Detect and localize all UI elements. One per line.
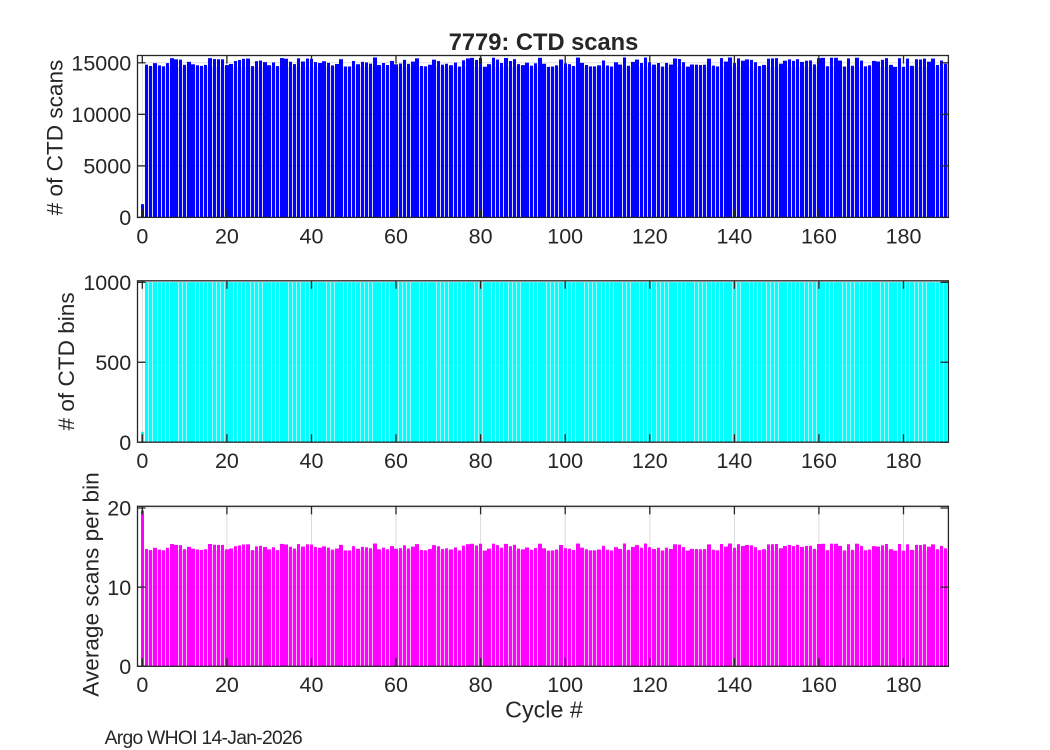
svg-text:120: 120 xyxy=(632,449,668,473)
svg-text:120: 120 xyxy=(632,673,668,697)
svg-text:80: 80 xyxy=(469,449,493,473)
svg-text:0: 0 xyxy=(119,431,131,455)
svg-text:80: 80 xyxy=(469,224,493,248)
svg-text:40: 40 xyxy=(300,673,324,697)
svg-text:140: 140 xyxy=(716,449,752,473)
svg-text:100: 100 xyxy=(547,449,583,473)
svg-text:20: 20 xyxy=(215,449,239,473)
svg-text:100: 100 xyxy=(547,673,583,697)
svg-text:10000: 10000 xyxy=(71,103,131,127)
svg-text:0: 0 xyxy=(119,655,131,679)
svg-text:# of CTD scans: # of CTD scans xyxy=(42,60,67,216)
svg-text:140: 140 xyxy=(716,224,752,248)
svg-text:15000: 15000 xyxy=(71,51,131,75)
svg-text:140: 140 xyxy=(716,673,752,697)
svg-text:0: 0 xyxy=(136,224,148,248)
svg-text:10: 10 xyxy=(107,576,131,600)
svg-text:Cycle #: Cycle # xyxy=(505,697,583,723)
svg-text:0: 0 xyxy=(136,449,148,473)
svg-text:500: 500 xyxy=(95,351,131,375)
svg-text:60: 60 xyxy=(384,673,408,697)
svg-text:60: 60 xyxy=(384,449,408,473)
svg-text:100: 100 xyxy=(547,224,583,248)
svg-text:7779: CTD scans: 7779: CTD scans xyxy=(449,30,639,56)
svg-text:180: 180 xyxy=(886,224,922,248)
svg-text:5000: 5000 xyxy=(83,155,131,179)
svg-text:40: 40 xyxy=(300,449,324,473)
svg-text:160: 160 xyxy=(801,673,837,697)
svg-text:0: 0 xyxy=(119,206,131,230)
svg-text:160: 160 xyxy=(801,449,837,473)
svg-text:# of CTD bins: # of CTD bins xyxy=(54,292,79,430)
svg-text:180: 180 xyxy=(886,673,922,697)
svg-text:1000: 1000 xyxy=(83,271,131,295)
svg-text:160: 160 xyxy=(801,224,837,248)
svg-text:120: 120 xyxy=(632,224,668,248)
svg-text:20: 20 xyxy=(107,497,131,521)
svg-text:20: 20 xyxy=(215,224,239,248)
svg-text:0: 0 xyxy=(136,673,148,697)
svg-text:40: 40 xyxy=(300,224,324,248)
svg-text:180: 180 xyxy=(886,449,922,473)
svg-text:Average scans per bin: Average scans per bin xyxy=(79,472,104,696)
svg-text:60: 60 xyxy=(384,224,408,248)
svg-text:Argo WHOI 14-Jan-2026: Argo WHOI 14-Jan-2026 xyxy=(105,728,303,749)
svg-text:80: 80 xyxy=(469,673,493,697)
svg-text:20: 20 xyxy=(215,673,239,697)
